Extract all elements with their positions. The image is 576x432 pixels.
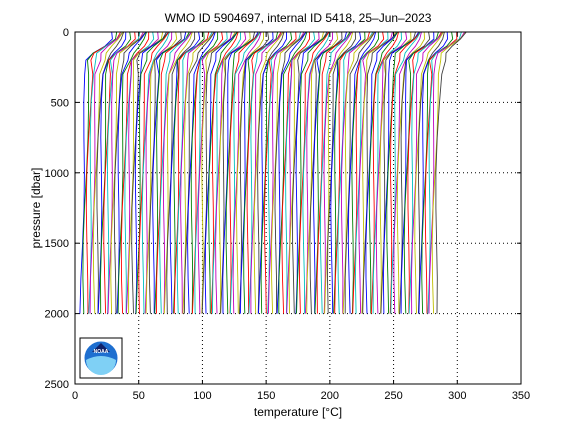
profile-line — [347, 31, 377, 314]
profile-line — [281, 31, 310, 314]
profile-line — [257, 31, 285, 314]
profile-line — [431, 31, 467, 314]
profile-line — [88, 31, 123, 314]
profile-line — [232, 31, 262, 314]
profile-line — [306, 31, 339, 314]
profile-line — [145, 31, 178, 314]
profile-line — [190, 32, 219, 314]
profile-line — [144, 31, 173, 314]
profile-line — [120, 31, 150, 314]
y-axis-ticks: 0 500 1000 1500 2000 2500 — [45, 27, 521, 391]
profile-line — [215, 31, 247, 314]
y-tick-label: 1000 — [45, 168, 69, 180]
profile-line — [389, 31, 421, 314]
chart-title: WMO ID 5904697, internal ID 5418, 25–Jun… — [165, 11, 432, 25]
profile-line — [417, 31, 445, 314]
profile-line — [166, 32, 196, 314]
profile-line — [414, 31, 444, 314]
profile-line — [159, 31, 193, 314]
profile-line — [341, 31, 375, 314]
profile-line — [182, 31, 216, 314]
logo-gull — [92, 343, 110, 352]
y-tick-label: 500 — [51, 97, 69, 109]
profile-line — [323, 31, 353, 314]
y-tick-label: 1500 — [45, 238, 69, 250]
x-tick-label: 250 — [384, 390, 402, 402]
profile-line — [238, 31, 270, 314]
y-axis-label: pressure [dbar] — [29, 168, 43, 249]
noaa-logo: NOAA — [79, 337, 123, 379]
profile-line — [299, 31, 330, 314]
profile-line — [211, 31, 242, 314]
profile-line — [110, 31, 146, 314]
x-tick-label: 300 — [448, 390, 466, 402]
profile-line — [162, 31, 193, 314]
profile-line — [316, 31, 352, 314]
profile-line — [271, 31, 307, 314]
profile-line — [225, 31, 261, 314]
profile-line — [372, 31, 402, 314]
profile-line — [253, 31, 284, 314]
y-tick-label: 2500 — [45, 379, 69, 391]
x-tick-label: 150 — [257, 390, 275, 402]
profile-line — [278, 31, 308, 314]
profile-line — [362, 31, 398, 314]
profile-line — [344, 31, 376, 314]
profile-line — [393, 31, 422, 314]
profile-line — [260, 31, 293, 314]
logo-wave — [86, 356, 116, 375]
x-tick-label: 350 — [512, 390, 530, 402]
profile-line — [156, 31, 192, 314]
profile-line — [319, 31, 353, 314]
profile-line — [250, 31, 284, 314]
profile-line — [370, 31, 400, 314]
profile-line — [428, 31, 466, 314]
profile-line — [229, 31, 261, 314]
profile-line — [96, 31, 125, 314]
x-tick-label: 0 — [72, 390, 78, 402]
x-axis-label: temperature [°C] — [254, 405, 342, 419]
profile-line — [210, 31, 239, 314]
profile-line — [390, 31, 421, 314]
y-tick-label: 2000 — [45, 309, 69, 321]
x-tick-label: 200 — [321, 390, 339, 402]
profile-line — [399, 31, 431, 314]
y-tick-label: 0 — [63, 27, 69, 39]
profile-line — [382, 31, 420, 314]
profile-line — [327, 31, 356, 314]
profile-line — [276, 31, 307, 314]
x-axis-ticks: 0 50 100 150 200 250 300 350 — [72, 32, 530, 402]
profile-line — [134, 31, 169, 314]
profile-line — [421, 31, 454, 314]
profile-line — [410, 31, 444, 314]
profile-line — [351, 31, 379, 314]
profile-line — [92, 31, 124, 314]
plot-frame — [74, 31, 522, 385]
profile-line — [116, 31, 147, 314]
profile-line — [89, 31, 124, 314]
profile-line — [375, 31, 408, 314]
profile-line — [295, 31, 330, 314]
profile-line — [124, 31, 155, 314]
profile-line — [100, 31, 132, 314]
profile-line — [285, 31, 316, 314]
profile-line — [407, 31, 443, 314]
profile-line — [187, 31, 216, 314]
profile-line — [304, 31, 333, 314]
x-tick-label: 50 — [133, 390, 145, 402]
profile-line — [183, 31, 215, 314]
profile-line — [435, 31, 467, 314]
profile-line — [204, 31, 238, 314]
profile-line — [365, 31, 399, 314]
profile-line — [138, 31, 170, 314]
profile-line — [117, 31, 148, 314]
profile-series — [79, 31, 467, 314]
x-tick-label: 100 — [193, 390, 211, 402]
profile-line — [248, 31, 284, 314]
logo-text: NOAA — [94, 349, 109, 355]
